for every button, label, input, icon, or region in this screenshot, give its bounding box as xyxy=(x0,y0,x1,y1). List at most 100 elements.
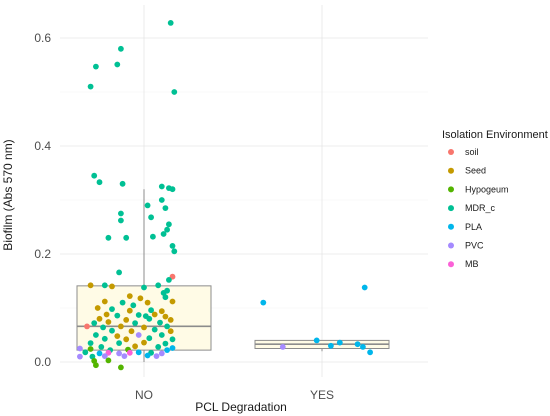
legend-label: Seed xyxy=(465,166,486,176)
data-point xyxy=(94,305,101,311)
data-point xyxy=(132,320,139,326)
legend-key xyxy=(448,167,454,174)
legend-item-mb: MB xyxy=(448,259,479,269)
y-tick-label: 0.4 xyxy=(34,139,51,153)
data-point xyxy=(169,186,176,193)
data-point xyxy=(367,349,373,356)
data-point xyxy=(96,350,103,357)
data-point xyxy=(126,349,133,356)
data-point xyxy=(118,45,124,52)
y-tick-label: 0.0 xyxy=(34,355,51,369)
data-point xyxy=(158,332,165,338)
data-point xyxy=(132,343,139,350)
legend-label: MB xyxy=(465,259,479,269)
data-point xyxy=(93,332,99,338)
data-point xyxy=(164,323,171,330)
legend-label: PLA xyxy=(465,222,482,232)
data-point xyxy=(148,214,155,221)
data-point xyxy=(135,312,142,318)
x-tick-label: YES xyxy=(310,388,334,402)
data-point xyxy=(150,233,156,240)
data-point xyxy=(164,347,171,353)
data-point xyxy=(144,352,151,359)
data-point xyxy=(121,353,128,359)
data-point xyxy=(162,294,169,301)
data-point xyxy=(135,349,142,356)
data-point xyxy=(101,282,108,289)
data-point xyxy=(155,282,162,289)
y-axis-label: Biofilm (Abs 570 nm) xyxy=(1,139,15,250)
data-point xyxy=(123,336,130,343)
data-point xyxy=(155,344,162,350)
legend-key xyxy=(448,223,454,230)
data-point xyxy=(100,324,106,331)
data-point xyxy=(116,350,122,357)
data-point xyxy=(151,311,158,318)
data-point xyxy=(328,342,334,349)
data-point xyxy=(141,339,147,346)
data-point xyxy=(109,306,115,312)
data-point xyxy=(361,284,368,291)
data-point xyxy=(118,323,124,330)
data-point xyxy=(151,326,158,333)
boxplots xyxy=(76,189,390,362)
legend-label: Hypogeum xyxy=(465,184,509,194)
data-point xyxy=(126,293,133,299)
data-point xyxy=(123,317,130,323)
data-point xyxy=(98,344,105,350)
data-point xyxy=(167,317,174,323)
data-point xyxy=(336,339,343,346)
data-point xyxy=(164,226,171,233)
x-axis-label: PCL Degradation xyxy=(195,400,287,414)
data-point xyxy=(93,362,99,369)
y-tick-label: 0.6 xyxy=(34,31,51,45)
data-point xyxy=(109,283,115,290)
data-point xyxy=(158,350,165,357)
data-point xyxy=(171,89,178,95)
data-point xyxy=(160,231,167,237)
data-point xyxy=(135,332,142,338)
data-point xyxy=(162,205,169,212)
data-point xyxy=(141,284,147,291)
data-point xyxy=(144,202,151,209)
data-point xyxy=(87,340,94,346)
data-point xyxy=(116,340,122,346)
data-point xyxy=(77,353,83,360)
data-point xyxy=(157,319,163,326)
data-point xyxy=(91,320,98,326)
data-point xyxy=(279,344,286,350)
data-point xyxy=(169,243,176,249)
legend-key xyxy=(448,261,454,268)
data-point xyxy=(114,312,121,319)
data-point xyxy=(166,221,172,228)
data-point xyxy=(146,315,153,322)
data-point xyxy=(91,172,98,179)
y-tick-label: 0.2 xyxy=(34,247,51,261)
data-point xyxy=(130,302,137,309)
x-tick-label: NO xyxy=(135,388,153,402)
x-axis-ticks: NO YES xyxy=(135,388,334,402)
data-point xyxy=(162,340,169,347)
data-point xyxy=(109,327,115,334)
data-point xyxy=(105,234,112,241)
legend-label: PVC xyxy=(465,241,484,251)
grid xyxy=(60,5,428,377)
data-point xyxy=(146,335,153,342)
data-point xyxy=(84,323,90,330)
data-point xyxy=(169,298,176,305)
data-point xyxy=(119,299,126,306)
data-point xyxy=(171,248,178,255)
legend-label: MDR_c xyxy=(465,203,496,213)
data-point xyxy=(166,277,172,283)
data-point xyxy=(87,346,94,352)
data-point xyxy=(137,295,144,302)
data-point xyxy=(158,197,165,203)
data-point xyxy=(169,336,176,343)
data-point xyxy=(118,364,124,371)
data-point xyxy=(148,307,155,314)
data-point xyxy=(141,324,147,331)
data-point xyxy=(153,353,160,359)
data-point xyxy=(105,319,112,325)
legend: Isolation Environment soil Seed Hypogeum MD… xyxy=(442,129,548,269)
